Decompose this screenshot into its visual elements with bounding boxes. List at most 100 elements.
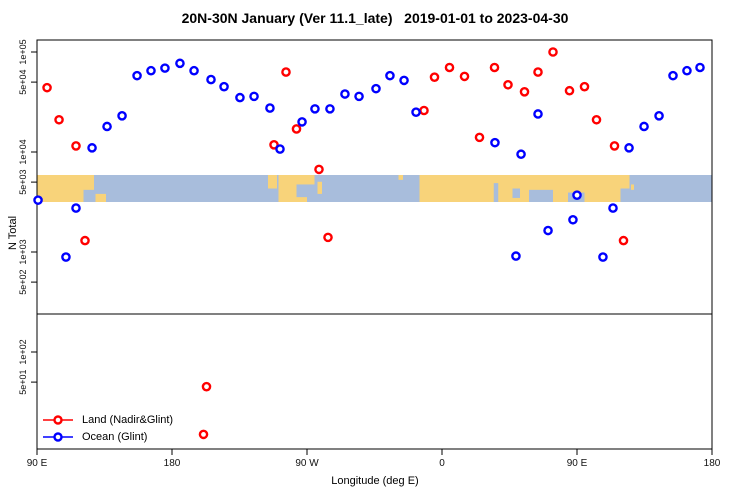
data-point-ocean xyxy=(340,89,350,99)
y-tick-label: 5e+04 xyxy=(18,69,28,94)
y-tick-label: 1e+04 xyxy=(18,139,28,164)
data-point-ocean xyxy=(411,107,421,118)
data-point-land xyxy=(591,114,602,125)
y-tick-label: 1e+03 xyxy=(18,239,28,264)
data-point-land xyxy=(42,82,52,93)
x-tick-label: 90 E xyxy=(27,458,48,469)
map-strip-land xyxy=(95,193,106,202)
data-point-land xyxy=(201,381,212,392)
data-point-ocean xyxy=(189,65,199,76)
data-point-ocean xyxy=(399,75,409,86)
data-point-land xyxy=(444,62,455,73)
data-point-ocean xyxy=(385,70,395,81)
data-point-land xyxy=(323,232,333,243)
map-strip-ocean-cutout xyxy=(493,183,499,202)
data-point-land xyxy=(533,67,543,77)
map-strip-land xyxy=(268,175,277,189)
map-strip-land xyxy=(278,175,297,202)
data-point-ocean xyxy=(682,65,692,76)
data-point-land xyxy=(519,86,530,97)
data-point-ocean xyxy=(533,109,543,119)
data-point-land xyxy=(269,140,279,150)
x-tick-label: 90 E xyxy=(567,458,588,469)
data-point-land xyxy=(429,72,440,82)
data-point-land xyxy=(80,235,90,246)
data-point-land xyxy=(54,114,64,125)
data-point-ocean xyxy=(175,58,185,69)
data-point-land xyxy=(579,81,590,92)
data-point-ocean xyxy=(354,91,364,102)
legend-marker-ocean xyxy=(43,432,73,442)
data-point-ocean xyxy=(608,203,618,213)
data-point-ocean xyxy=(275,144,285,154)
data-point-ocean xyxy=(265,103,275,113)
chart-title: 20N-30N January (Ver 11.1_late) 2019-01-… xyxy=(181,10,569,26)
map-strip-ocean-cutout xyxy=(512,188,520,198)
legend: Land (Nadir&Glint) Ocean (Glint) xyxy=(42,412,173,445)
data-point-ocean xyxy=(160,63,170,73)
x-axis-label: Longitude (deg E) xyxy=(331,475,419,487)
y-tick-label: 5e+02 xyxy=(18,269,28,294)
data-point-ocean xyxy=(87,143,97,153)
data-point-ocean xyxy=(297,117,307,127)
map-strip-ocean-cutout xyxy=(529,189,553,202)
data-point-land xyxy=(291,124,302,134)
x-tick-label: 90 W xyxy=(295,458,319,469)
data-point-land xyxy=(489,62,500,73)
data-point-ocean xyxy=(132,70,142,81)
data-point-ocean xyxy=(572,190,582,200)
data-point-land xyxy=(618,235,629,246)
y-tick-label: 1e+05 xyxy=(18,39,28,64)
data-point-ocean xyxy=(490,137,500,148)
map-strip-land xyxy=(83,175,94,190)
x-tick-label: 0 xyxy=(439,458,445,469)
data-point-land xyxy=(314,164,324,175)
y-tick-label: 5e+01 xyxy=(18,369,28,394)
data-point-land xyxy=(281,67,291,77)
data-point-land xyxy=(198,429,209,440)
data-point-land xyxy=(548,47,558,57)
data-point-ocean xyxy=(146,65,156,76)
map-strip-land xyxy=(37,175,84,202)
plot-box xyxy=(36,39,713,450)
data-point-ocean xyxy=(117,111,127,121)
data-point-ocean xyxy=(219,81,229,92)
data-point-ocean xyxy=(598,252,608,262)
data-point-land xyxy=(71,141,81,151)
data-point-ocean xyxy=(102,121,112,132)
data-point-ocean xyxy=(668,70,678,81)
data-point-ocean xyxy=(543,225,553,236)
data-point-ocean xyxy=(71,203,81,213)
y-tick-label: 5e+03 xyxy=(18,169,28,194)
map-strip-land xyxy=(296,175,315,185)
y-axis-label: N Total xyxy=(7,215,19,251)
data-point-land xyxy=(419,105,429,116)
legend-marker-land xyxy=(43,415,73,425)
data-point-ocean xyxy=(310,104,320,114)
legend-label-ocean: Ocean (Glint) xyxy=(82,431,148,443)
map-strip-land xyxy=(398,175,403,180)
data-point-land xyxy=(459,71,470,82)
legend-item-land: Land (Nadir&Glint) xyxy=(42,412,173,428)
data-point-ocean xyxy=(511,251,521,261)
data-point-ocean xyxy=(249,91,259,102)
data-point-ocean xyxy=(568,214,578,225)
data-point-ocean xyxy=(235,92,245,103)
data-point-ocean xyxy=(639,121,649,132)
x-tick-label: 180 xyxy=(704,458,721,469)
data-point-land xyxy=(474,132,485,143)
map-strip-land xyxy=(296,197,307,202)
data-point-ocean xyxy=(624,143,634,153)
data-point-land xyxy=(503,79,513,90)
data-point-ocean xyxy=(33,195,43,205)
legend-label-land: Land (Nadir&Glint) xyxy=(82,414,174,426)
data-point-ocean xyxy=(371,83,381,94)
data-point-ocean xyxy=(61,252,71,262)
map-strip-land xyxy=(620,175,630,189)
data-point-land xyxy=(609,141,620,151)
data-point-ocean xyxy=(516,149,526,160)
map-strip-land xyxy=(631,184,634,190)
data-point-land xyxy=(564,85,575,96)
